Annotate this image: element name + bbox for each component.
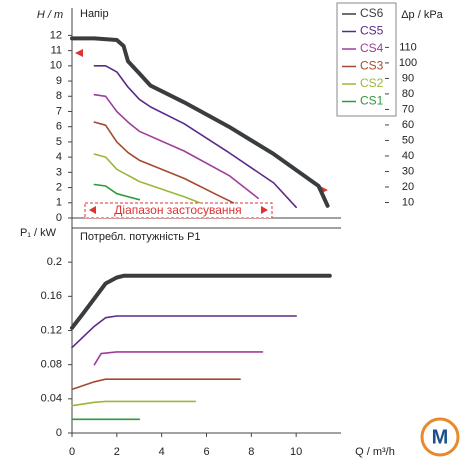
y-tick-label: 10 xyxy=(50,60,62,72)
x-tick-label: 8 xyxy=(248,446,254,458)
y2-axis-label: Δp / kPa xyxy=(401,9,443,21)
chart-title: Напір xyxy=(80,8,109,20)
arrow xyxy=(261,206,268,214)
y-tick-label: 5 xyxy=(56,136,62,148)
y2-tick-label: 50 xyxy=(402,134,414,146)
y-tick-label: 1 xyxy=(56,197,62,209)
legend-label: CS6 xyxy=(360,6,384,20)
curve xyxy=(71,315,297,349)
y-tick-label: 11 xyxy=(51,45,62,57)
curve xyxy=(93,93,259,199)
y-tick-label: 12 xyxy=(50,29,62,41)
curve xyxy=(70,273,332,330)
range-box xyxy=(84,202,273,219)
y-axis-label: H / m xyxy=(37,9,63,21)
legend-label: CS1 xyxy=(360,94,384,108)
curve xyxy=(71,378,241,391)
y-tick-label: 4 xyxy=(56,151,62,163)
logo xyxy=(420,417,460,457)
curve xyxy=(93,65,297,209)
y2-tick-label: 20 xyxy=(402,181,414,193)
y2-tick-label: 40 xyxy=(402,150,414,162)
y-tick-label: 3 xyxy=(56,166,62,178)
x-tick-label: 6 xyxy=(203,446,209,458)
curve xyxy=(71,400,197,407)
legend-box xyxy=(336,2,397,117)
curve xyxy=(93,121,235,204)
y2-tick-label: 90 xyxy=(402,72,414,84)
curve xyxy=(93,183,141,201)
marker xyxy=(75,49,83,57)
x-axis-label: Q / m³/h xyxy=(355,446,395,458)
y-tick-label: 0 xyxy=(56,427,62,439)
y2-tick-label: 30 xyxy=(402,165,414,177)
y-tick-label: 0.12 xyxy=(41,324,62,336)
legend-label: CS4 xyxy=(360,41,384,55)
curve xyxy=(93,351,264,366)
y-tick-label: 0.16 xyxy=(41,290,62,302)
y2-tick-label: 70 xyxy=(402,103,414,115)
curve xyxy=(70,36,330,208)
x-tick-label: 2 xyxy=(114,446,120,458)
logo-text: M xyxy=(432,426,449,448)
y-tick-label: 0.08 xyxy=(41,359,62,371)
y-tick-label: 8 xyxy=(56,90,62,102)
y-tick-label: 7 xyxy=(56,105,62,117)
curve xyxy=(93,153,201,204)
x-tick-label: 10 xyxy=(290,446,302,458)
y-tick-label: 6 xyxy=(56,121,62,133)
y2-tick-label: 110 xyxy=(399,41,417,53)
y2-tick-label: 100 xyxy=(399,57,417,69)
x-tick-label: 0 xyxy=(69,446,75,458)
legend-label: CS5 xyxy=(360,24,384,38)
y-tick-label: 0.2 xyxy=(47,256,62,268)
annotation: Діапазон застосування xyxy=(114,203,241,217)
y2-tick-label: 80 xyxy=(402,88,414,100)
legend-label: CS3 xyxy=(360,59,384,73)
y-tick-label: 0.04 xyxy=(41,393,62,405)
arrow xyxy=(89,206,96,214)
chart-title: Потребл. потужність P1 xyxy=(80,231,201,243)
legend-label: CS2 xyxy=(360,76,384,90)
y2-tick-label: 10 xyxy=(402,196,414,208)
y-tick-label: 0 xyxy=(56,212,62,224)
y-axis-label: P₁ / kW xyxy=(20,227,57,239)
y2-tick-label: 60 xyxy=(402,119,414,131)
y-tick-label: 2 xyxy=(56,181,62,193)
x-tick-label: 4 xyxy=(159,446,165,458)
y-tick-label: 9 xyxy=(56,75,62,87)
